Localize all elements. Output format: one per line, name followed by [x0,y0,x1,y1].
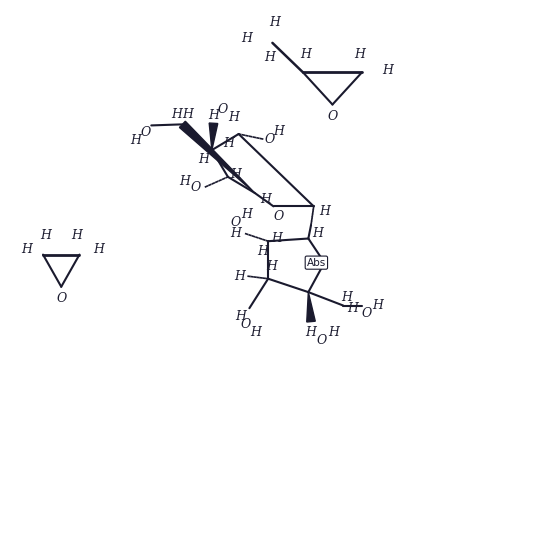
Text: H: H [251,326,261,339]
Text: H: H [271,232,282,245]
Text: H: H [382,64,393,77]
Text: O: O [141,126,151,139]
Text: H: H [312,227,323,240]
Text: H: H [260,193,271,206]
Text: H: H [270,16,281,29]
Text: H: H [234,270,245,282]
Text: H: H [347,302,358,315]
Text: H: H [228,111,238,124]
Text: H: H [172,108,183,121]
Text: H: H [224,137,235,150]
Text: O: O [317,334,327,347]
Text: O: O [265,133,275,146]
Text: O: O [218,103,228,116]
Text: O: O [274,210,284,222]
Text: H: H [182,108,193,121]
Text: O: O [327,110,337,123]
Text: H: H [373,299,383,312]
Text: O: O [241,318,251,331]
Text: H: H [40,229,51,242]
Text: H: H [257,245,268,258]
Text: H: H [230,227,241,240]
Text: H: H [71,229,82,242]
Polygon shape [179,121,255,193]
Text: H: H [241,32,252,45]
Text: O: O [361,307,371,320]
Text: O: O [191,181,201,194]
Text: H: H [21,243,32,256]
Text: O: O [231,216,241,229]
Text: H: H [264,51,275,64]
Text: H: H [130,134,141,147]
Text: H: H [241,208,252,221]
Polygon shape [209,123,218,150]
Text: H: H [235,310,246,323]
Text: H: H [208,109,219,122]
Text: H: H [199,153,210,166]
Text: H: H [341,291,352,304]
Text: H: H [306,326,317,339]
Text: H: H [354,48,365,61]
Text: H: H [329,326,340,339]
Text: H: H [300,48,311,61]
Text: H: H [319,205,330,218]
Text: H: H [179,175,190,188]
Text: H: H [230,168,241,181]
Text: H: H [93,243,104,256]
Polygon shape [307,292,315,322]
Text: Abs: Abs [307,258,326,267]
Text: O: O [56,292,66,305]
Text: H: H [266,260,277,273]
Text: H: H [274,125,284,138]
